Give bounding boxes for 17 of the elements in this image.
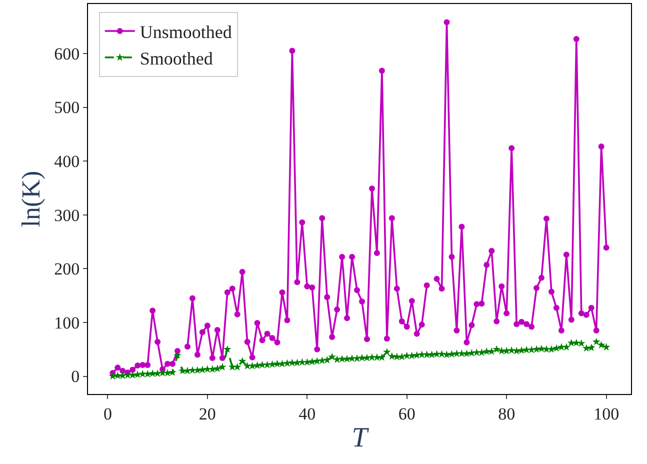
y-axis-title: ln(K): [16, 170, 46, 228]
y-tick-label: 100: [54, 313, 80, 332]
x-tick-label: 60: [398, 404, 416, 424]
x-axis-title: T: [352, 422, 370, 454]
x-tick-label: 80: [498, 404, 516, 424]
legend-label: Unsmoothed: [140, 22, 232, 42]
y-tick-label: 600: [54, 44, 80, 64]
x-tick-label: 100: [594, 404, 620, 424]
x-tick-label: 0: [103, 404, 112, 424]
y-tick-label: 200: [54, 260, 80, 279]
legend-label: Smoothed: [140, 48, 213, 68]
y-tick-label: 400: [54, 152, 80, 172]
y-tick-label: 500: [54, 98, 80, 118]
y-tick-label: 300: [54, 206, 80, 225]
x-tick-label: 20: [198, 404, 216, 424]
y-tick-label: 0: [71, 367, 80, 386]
x-tick-label: 40: [298, 404, 316, 424]
